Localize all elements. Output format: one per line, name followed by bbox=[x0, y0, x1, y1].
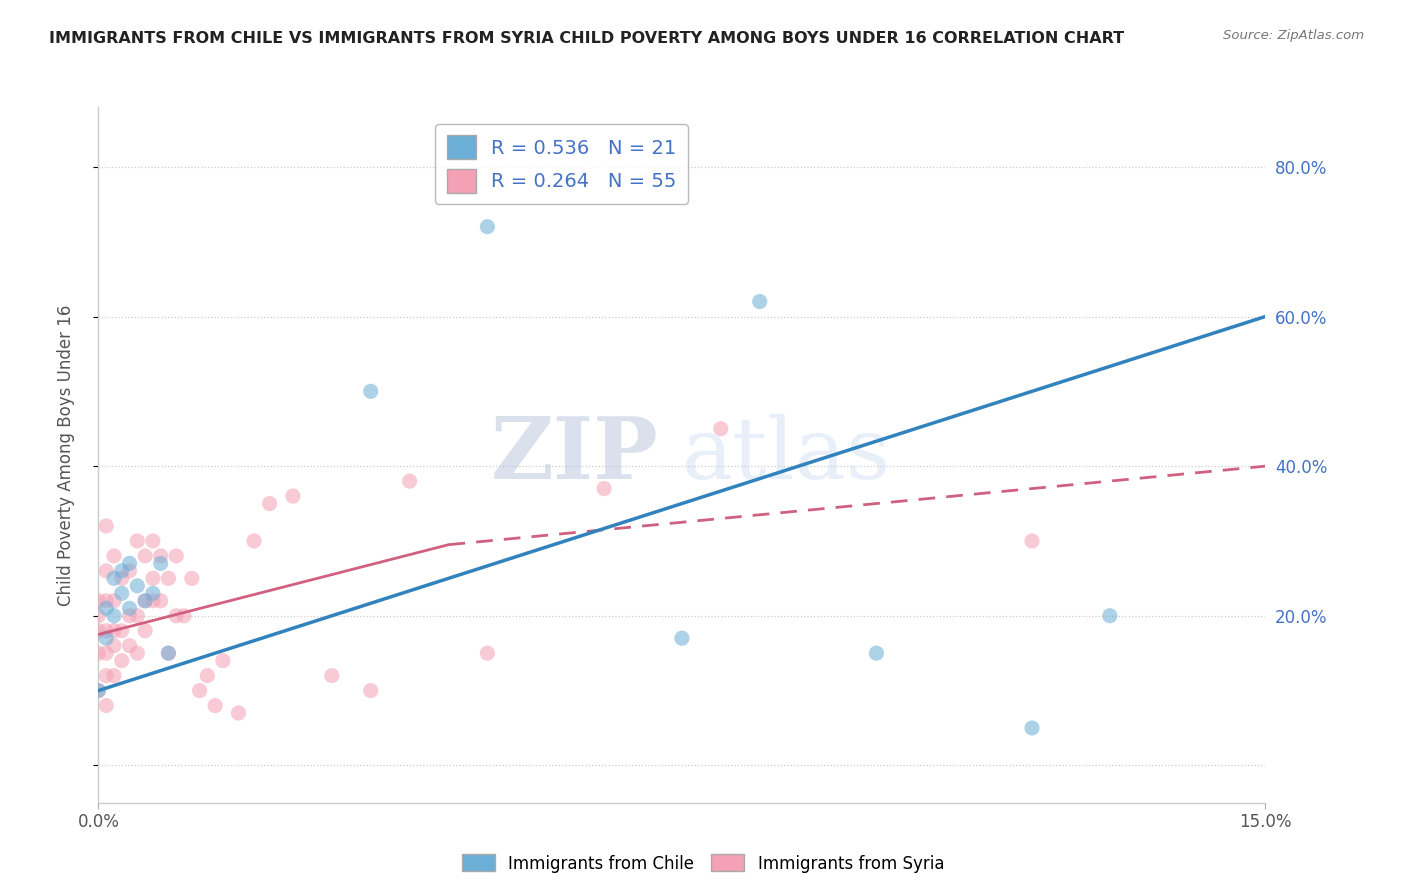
Point bbox=[710, 422, 733, 436]
Point bbox=[142, 586, 165, 600]
Point bbox=[134, 549, 156, 563]
Point bbox=[360, 683, 382, 698]
Text: Source: ZipAtlas.com: Source: ZipAtlas.com bbox=[1223, 29, 1364, 42]
Point bbox=[96, 646, 118, 660]
Point bbox=[127, 579, 149, 593]
Point bbox=[127, 533, 149, 548]
Point bbox=[477, 646, 499, 660]
Point bbox=[87, 646, 110, 660]
Point bbox=[360, 384, 382, 399]
Point bbox=[118, 601, 141, 615]
Point bbox=[195, 668, 218, 682]
Point bbox=[96, 564, 118, 578]
Point bbox=[111, 654, 134, 668]
Point bbox=[212, 654, 235, 668]
Legend: Immigrants from Chile, Immigrants from Syria: Immigrants from Chile, Immigrants from S… bbox=[456, 847, 950, 880]
Point bbox=[87, 683, 110, 698]
Point bbox=[103, 639, 125, 653]
Point bbox=[165, 608, 187, 623]
Legend: R = 0.536   N = 21, R = 0.264   N = 55: R = 0.536 N = 21, R = 0.264 N = 55 bbox=[434, 124, 689, 204]
Point bbox=[103, 594, 125, 608]
Point bbox=[204, 698, 226, 713]
Point bbox=[228, 706, 250, 720]
Point bbox=[127, 646, 149, 660]
Point bbox=[87, 608, 110, 623]
Point bbox=[157, 646, 180, 660]
Text: atlas: atlas bbox=[682, 413, 891, 497]
Point bbox=[173, 608, 195, 623]
Point bbox=[1021, 721, 1043, 735]
Point bbox=[103, 571, 125, 585]
Point bbox=[1098, 608, 1121, 623]
Point bbox=[87, 683, 110, 698]
Point bbox=[111, 624, 134, 638]
Point bbox=[127, 608, 149, 623]
Point bbox=[398, 474, 420, 488]
Point bbox=[477, 219, 499, 234]
Point bbox=[111, 571, 134, 585]
Point bbox=[118, 564, 141, 578]
Point bbox=[243, 533, 266, 548]
Point bbox=[87, 624, 110, 638]
Point bbox=[118, 557, 141, 571]
Y-axis label: Child Poverty Among Boys Under 16: Child Poverty Among Boys Under 16 bbox=[56, 304, 75, 606]
Point bbox=[134, 594, 156, 608]
Point bbox=[96, 668, 118, 682]
Point bbox=[111, 586, 134, 600]
Point bbox=[103, 608, 125, 623]
Point bbox=[111, 564, 134, 578]
Text: ZIP: ZIP bbox=[491, 413, 658, 497]
Point bbox=[142, 594, 165, 608]
Point bbox=[96, 594, 118, 608]
Point bbox=[1021, 533, 1043, 548]
Point bbox=[103, 549, 125, 563]
Point bbox=[188, 683, 211, 698]
Point bbox=[103, 668, 125, 682]
Point bbox=[103, 624, 125, 638]
Point bbox=[180, 571, 202, 585]
Point bbox=[149, 549, 172, 563]
Point bbox=[96, 624, 118, 638]
Point bbox=[134, 594, 156, 608]
Point bbox=[321, 668, 343, 682]
Point bbox=[118, 608, 141, 623]
Point bbox=[87, 594, 110, 608]
Point bbox=[96, 698, 118, 713]
Point bbox=[165, 549, 187, 563]
Text: IMMIGRANTS FROM CHILE VS IMMIGRANTS FROM SYRIA CHILD POVERTY AMONG BOYS UNDER 16: IMMIGRANTS FROM CHILE VS IMMIGRANTS FROM… bbox=[49, 31, 1125, 46]
Point bbox=[281, 489, 304, 503]
Point bbox=[96, 519, 118, 533]
Point bbox=[593, 482, 616, 496]
Point bbox=[96, 601, 118, 615]
Point bbox=[142, 533, 165, 548]
Point bbox=[149, 594, 172, 608]
Point bbox=[157, 571, 180, 585]
Point bbox=[96, 631, 118, 645]
Point bbox=[865, 646, 887, 660]
Point bbox=[118, 639, 141, 653]
Point bbox=[748, 294, 770, 309]
Point bbox=[157, 646, 180, 660]
Point bbox=[134, 624, 156, 638]
Point bbox=[149, 557, 172, 571]
Point bbox=[671, 631, 693, 645]
Point bbox=[259, 497, 281, 511]
Point bbox=[142, 571, 165, 585]
